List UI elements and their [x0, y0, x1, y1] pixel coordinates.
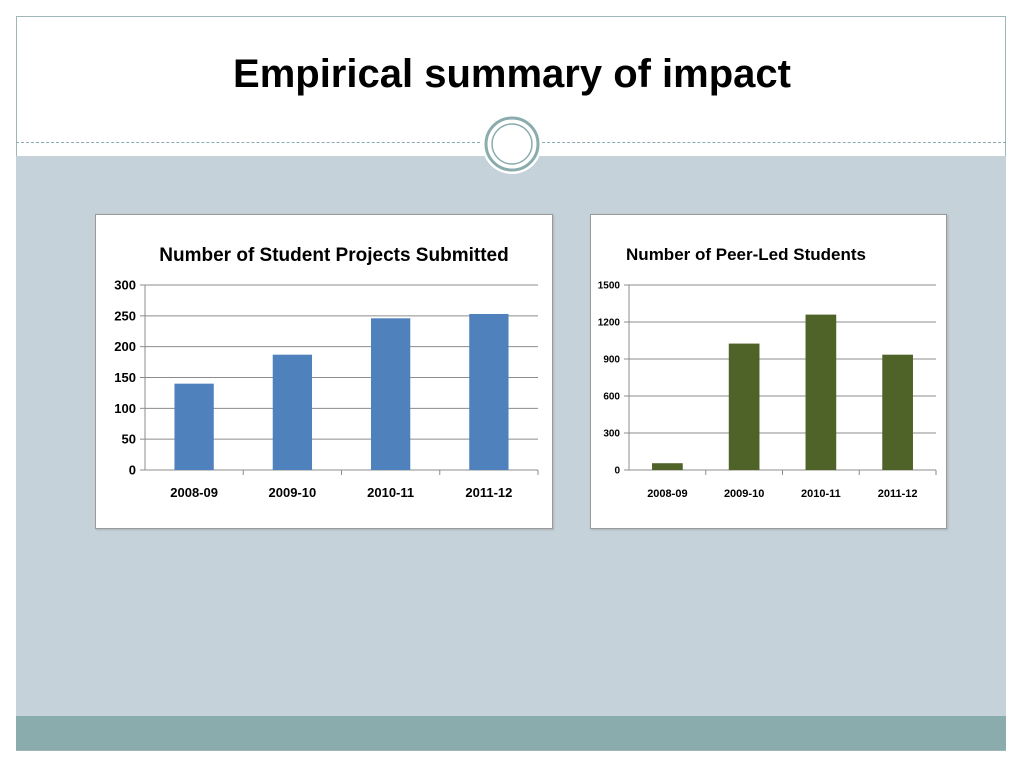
bar — [652, 463, 683, 470]
y-tick-label: 1500 — [598, 281, 621, 292]
y-tick-label: 0 — [129, 463, 136, 478]
chart-svg-student-projects: Number of Student Projects Submitted 0 50 1… — [114, 245, 539, 500]
circle-ornament-icon — [482, 114, 542, 174]
bar — [728, 343, 760, 470]
bar — [370, 318, 411, 470]
x-tick-label: 2009-10 — [724, 488, 764, 500]
y-tick-label: 1200 — [598, 318, 621, 329]
footer-band — [16, 716, 1006, 750]
chart-svg-peer-led-students: Number of Peer-Led Students 0 300 600 900 120… — [598, 245, 937, 500]
x-tick-label: 2010-11 — [801, 488, 841, 500]
x-tick-label: 2010-11 — [367, 485, 414, 500]
y-tick-label: 250 — [114, 308, 136, 323]
y-tick-label: 100 — [114, 401, 136, 416]
chart-title: Number of Peer-Led Students — [626, 245, 866, 264]
y-tick-label: 0 — [614, 466, 620, 477]
bar — [174, 383, 214, 470]
x-tick-label: 2008-09 — [647, 488, 687, 500]
x-tick-label: 2011-12 — [878, 488, 918, 500]
y-tick-label: 200 — [114, 339, 136, 354]
x-tick-label: 2009-10 — [269, 485, 317, 500]
bar — [272, 354, 313, 470]
y-tick-label: 600 — [603, 392, 620, 403]
x-tick-label: 2011-12 — [465, 485, 512, 500]
y-tick-label: 50 — [122, 432, 136, 447]
bar — [805, 314, 837, 470]
y-tick-label: 900 — [603, 355, 620, 366]
chart-peer-led-students: Number of Peer-Led Students 0 300 600 900 120… — [590, 214, 947, 529]
x-tick-label: 2008-09 — [170, 485, 218, 500]
y-tick-label: 150 — [114, 370, 136, 385]
chart-student-projects: Number of Student Projects Submitted 0 50 1… — [95, 214, 553, 529]
bar — [469, 313, 509, 470]
slide-title: Empirical summary of impact — [233, 52, 791, 96]
y-tick-label: 300 — [603, 429, 620, 440]
y-tick-label: 300 — [114, 278, 136, 293]
bar — [882, 354, 913, 470]
chart-title: Number of Student Projects Submitted — [159, 245, 508, 266]
